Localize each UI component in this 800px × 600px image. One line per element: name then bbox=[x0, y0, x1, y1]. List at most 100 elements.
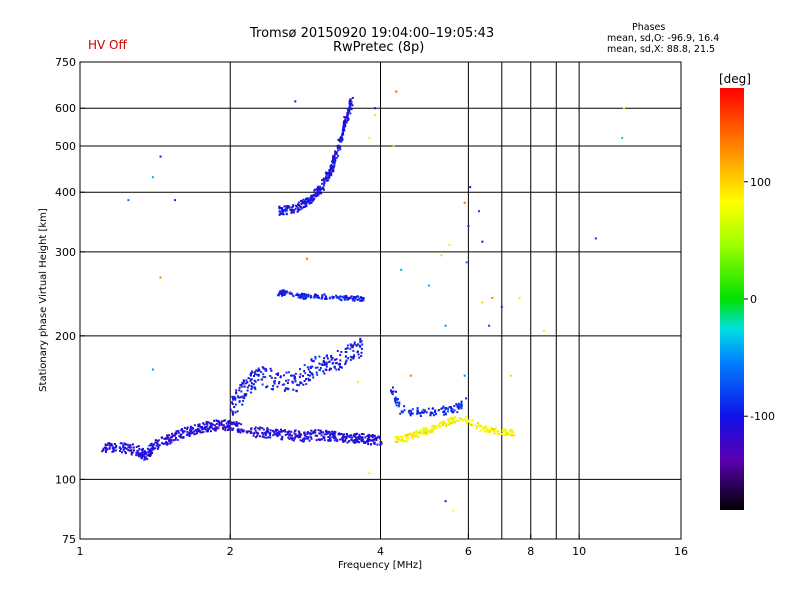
data-point bbox=[423, 429, 426, 432]
data-point bbox=[390, 389, 392, 392]
data-point bbox=[111, 450, 114, 453]
data-point bbox=[330, 167, 333, 169]
data-point bbox=[234, 397, 237, 400]
data-point bbox=[330, 171, 333, 174]
data-point bbox=[421, 432, 424, 435]
data-point bbox=[309, 370, 311, 373]
data-point bbox=[345, 437, 348, 440]
data-point bbox=[283, 293, 286, 296]
data-point bbox=[359, 296, 362, 299]
data-point bbox=[257, 367, 260, 370]
data-point bbox=[330, 433, 333, 435]
data-point bbox=[314, 294, 317, 296]
y-tick-label: 100 bbox=[55, 473, 76, 486]
data-point bbox=[273, 382, 276, 385]
data-point bbox=[150, 442, 153, 445]
data-point bbox=[315, 371, 318, 374]
data-point bbox=[392, 386, 394, 389]
data-point bbox=[180, 436, 183, 439]
data-point bbox=[325, 365, 328, 368]
data-point bbox=[375, 436, 378, 439]
data-point bbox=[315, 294, 318, 296]
data-point bbox=[139, 454, 142, 457]
data-point bbox=[316, 192, 319, 195]
data-point bbox=[306, 199, 309, 202]
data-point bbox=[330, 174, 333, 177]
data-point bbox=[392, 145, 395, 147]
data-point bbox=[357, 343, 360, 346]
data-point bbox=[205, 430, 208, 433]
hv-status: HV Off bbox=[88, 38, 127, 52]
data-point bbox=[339, 148, 342, 151]
data-point bbox=[264, 434, 267, 436]
data-point bbox=[332, 437, 335, 440]
data-point bbox=[366, 435, 369, 438]
data-point bbox=[444, 407, 447, 409]
data-point bbox=[124, 452, 127, 455]
data-point bbox=[444, 324, 447, 327]
data-point bbox=[222, 428, 225, 431]
data-point bbox=[443, 422, 446, 425]
data-point bbox=[439, 422, 441, 425]
data-point bbox=[191, 432, 194, 434]
data-point bbox=[362, 299, 365, 302]
data-point bbox=[303, 295, 306, 297]
data-point bbox=[197, 430, 200, 433]
data-point bbox=[297, 201, 300, 204]
data-point bbox=[215, 420, 218, 422]
data-point bbox=[138, 452, 140, 455]
data-point bbox=[325, 175, 328, 178]
data-point bbox=[406, 433, 409, 436]
data-point bbox=[362, 297, 365, 300]
data-point bbox=[314, 355, 317, 358]
data-point bbox=[343, 122, 346, 125]
data-point bbox=[337, 368, 340, 371]
data-point bbox=[292, 204, 295, 207]
data-point bbox=[344, 125, 347, 128]
data-point bbox=[243, 385, 246, 388]
data-point bbox=[227, 426, 230, 429]
data-point bbox=[311, 365, 314, 368]
data-point bbox=[307, 368, 310, 371]
data-point bbox=[327, 176, 330, 179]
data-point bbox=[309, 294, 312, 297]
data-point bbox=[250, 388, 253, 390]
data-point bbox=[419, 412, 421, 415]
data-point bbox=[147, 451, 150, 454]
data-point bbox=[413, 435, 416, 438]
data-point bbox=[399, 412, 402, 415]
data-point bbox=[342, 126, 345, 129]
data-point bbox=[248, 430, 251, 433]
data-point bbox=[323, 297, 326, 300]
data-point bbox=[257, 373, 260, 376]
data-point bbox=[420, 432, 423, 435]
data-point bbox=[328, 169, 331, 172]
data-point bbox=[120, 447, 122, 450]
data-point bbox=[114, 449, 117, 452]
data-point bbox=[430, 431, 433, 434]
data-point bbox=[334, 150, 337, 153]
data-point bbox=[294, 204, 297, 207]
data-point bbox=[170, 441, 173, 444]
data-point bbox=[452, 411, 455, 414]
data-point bbox=[359, 340, 362, 342]
data-point bbox=[319, 367, 322, 369]
data-point bbox=[269, 436, 272, 439]
data-point bbox=[309, 365, 312, 368]
data-point bbox=[292, 211, 295, 214]
data-point bbox=[346, 115, 349, 118]
data-point bbox=[203, 423, 206, 426]
data-point bbox=[188, 431, 191, 434]
data-point bbox=[352, 344, 354, 347]
y-tick-label: 750 bbox=[55, 56, 76, 69]
data-point bbox=[333, 435, 335, 438]
data-point bbox=[177, 429, 180, 432]
data-point bbox=[367, 443, 370, 445]
data-point bbox=[261, 435, 264, 438]
data-point bbox=[295, 389, 298, 392]
data-point bbox=[258, 369, 261, 372]
data-point bbox=[340, 135, 343, 138]
data-point bbox=[296, 210, 299, 213]
data-point bbox=[235, 424, 237, 427]
